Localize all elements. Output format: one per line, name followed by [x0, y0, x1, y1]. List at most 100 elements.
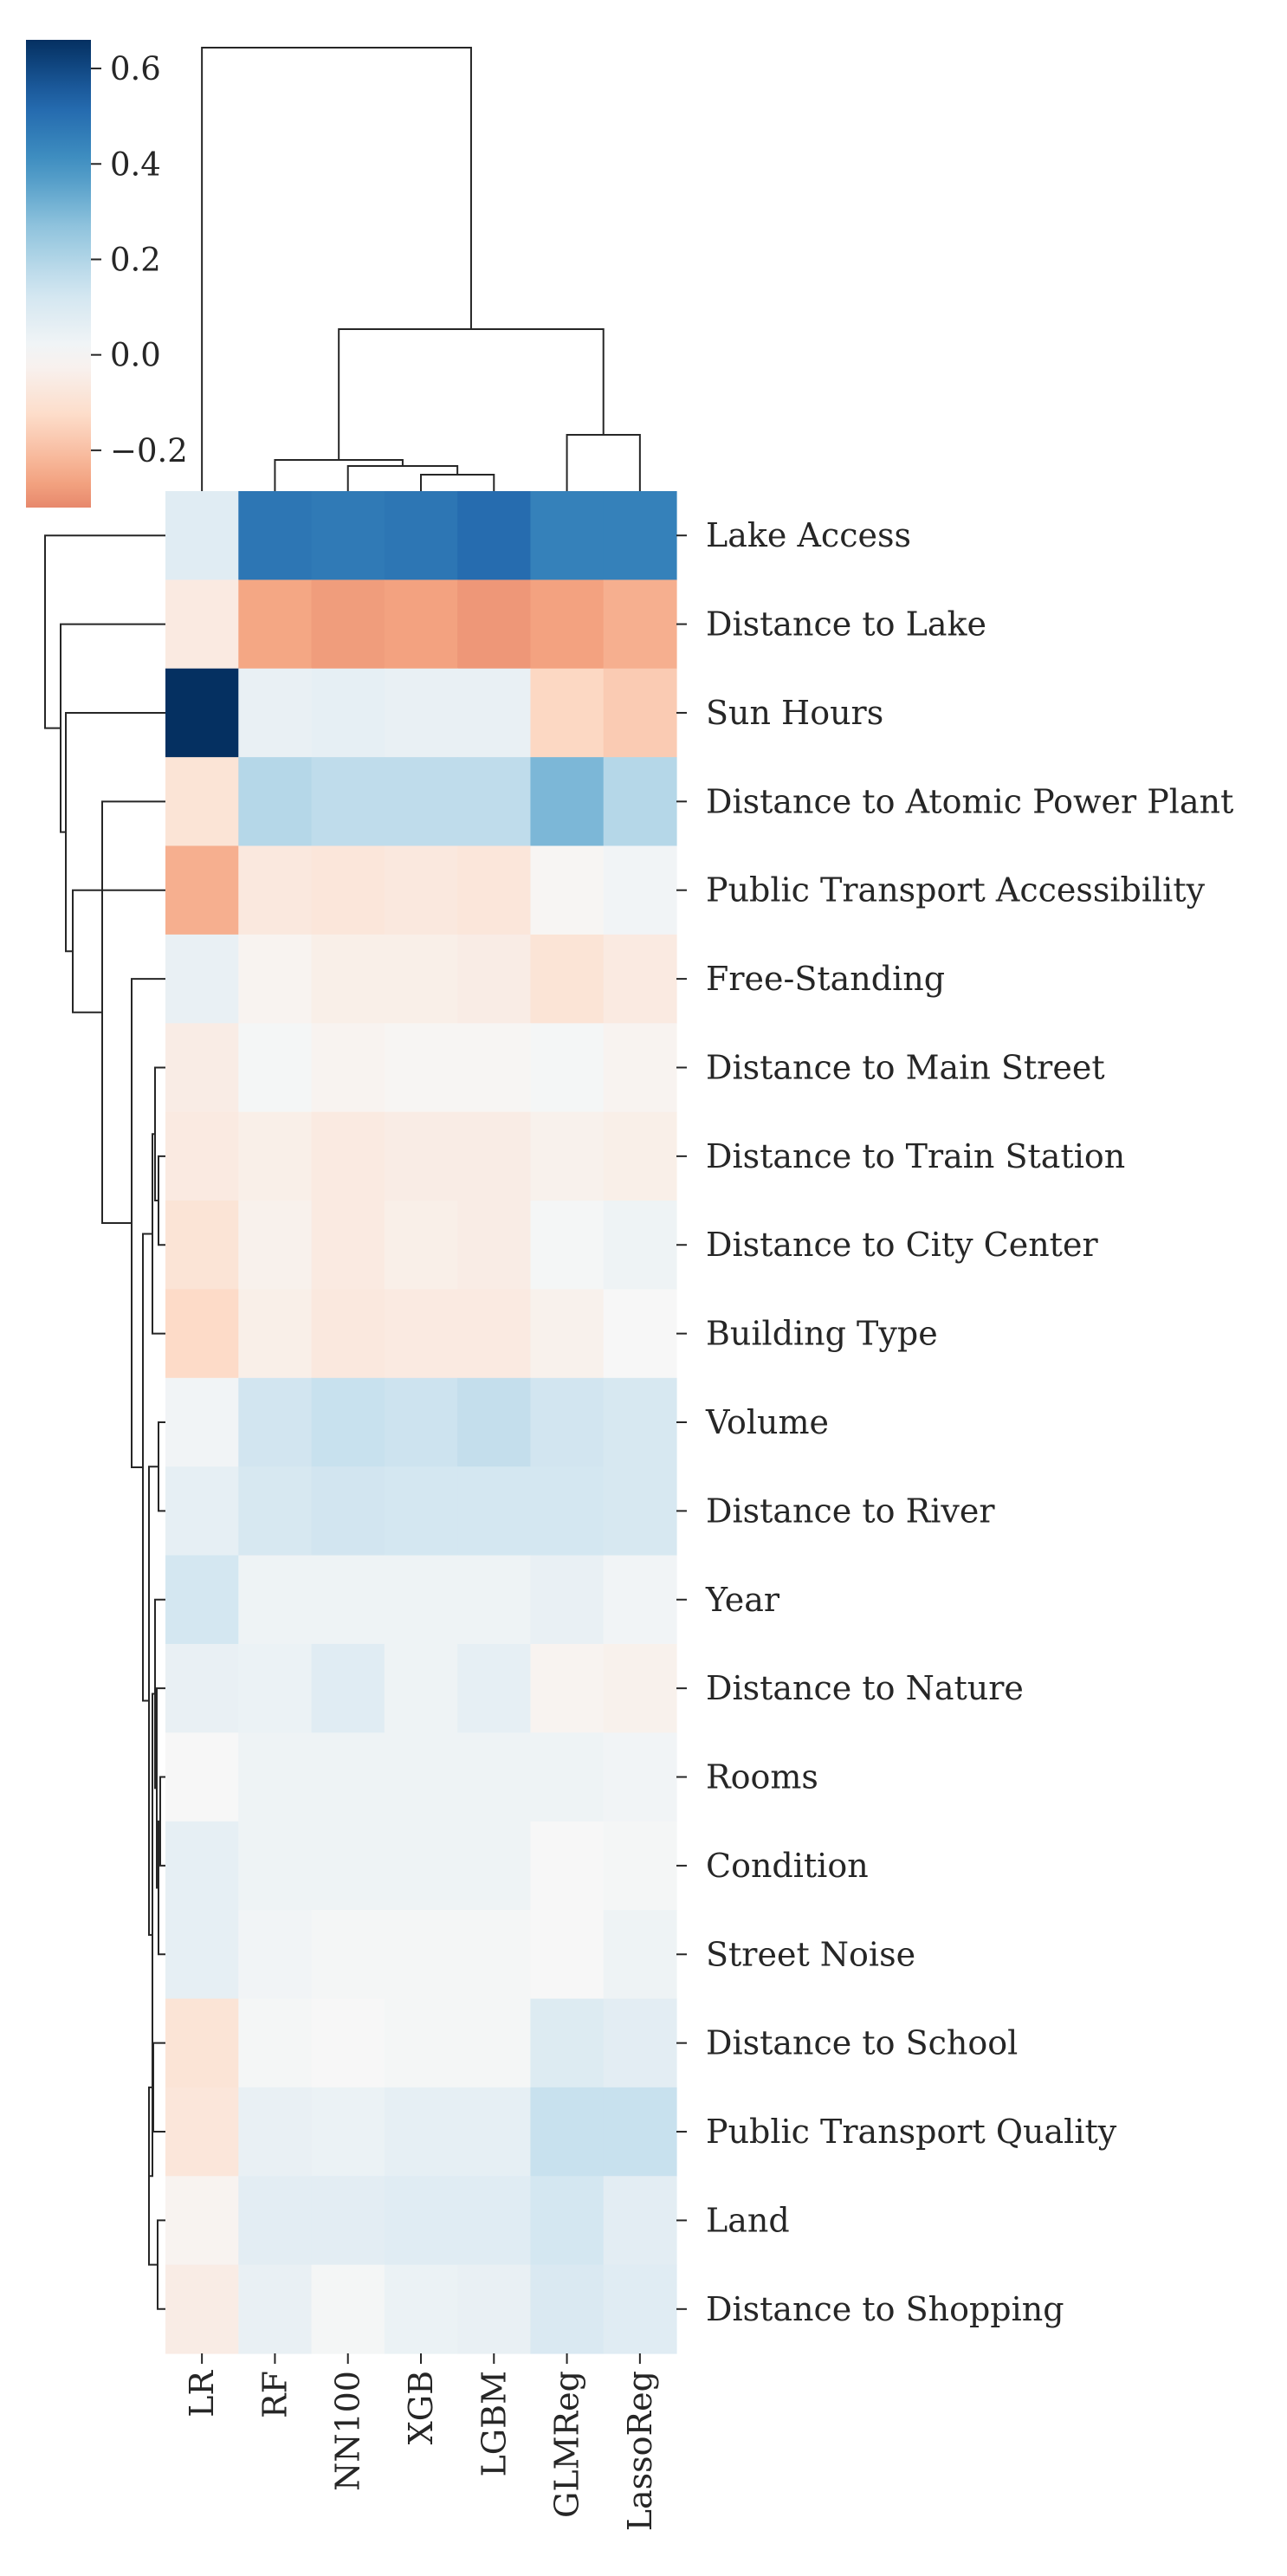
heatmap-cell: [238, 1466, 313, 1557]
row-label: Lake Access: [706, 516, 911, 554]
heatmap-cell: [165, 1023, 239, 1113]
heatmap-cell: [603, 757, 677, 847]
row-label: Volume: [705, 1403, 829, 1441]
heatmap-cell: [457, 1111, 532, 1201]
heatmap-cell: [238, 1821, 313, 1911]
heatmap-cell: [530, 579, 605, 670]
heatmap-cell: [384, 1821, 458, 1911]
heatmap-cell: [457, 1377, 532, 1467]
heatmap-cell: [311, 1643, 385, 1733]
heatmap-cell: [384, 2176, 458, 2266]
colorbar-tick-label: 0.0: [110, 337, 161, 374]
row-label: Distance to Nature: [706, 1669, 1024, 1707]
heatmap-cell: [238, 1023, 313, 1113]
heatmap-cell: [238, 1998, 313, 2088]
heatmap-cell: [603, 1821, 677, 1911]
heatmap-cell: [165, 845, 239, 935]
row-label: Distance to River: [706, 1492, 995, 1530]
heatmap-cell: [311, 1289, 385, 1379]
heatmap-cell: [165, 1466, 239, 1557]
heatmap-cell: [384, 491, 458, 580]
colorbar-tick-label: 0.2: [110, 241, 161, 278]
heatmap-cell: [165, 934, 239, 1024]
heatmap-cell: [457, 1201, 532, 1291]
heatmap-cell: [457, 1998, 532, 2088]
dendrogram-link: [158, 1155, 165, 1246]
heatmap-cell: [530, 934, 605, 1024]
column-label: LassoReg: [621, 2371, 659, 2531]
heatmap-cell: [530, 2176, 605, 2266]
heatmap-cell: [457, 2176, 532, 2266]
heatmap-cell: [165, 1643, 239, 1733]
heatmap-cell: [238, 1555, 313, 1645]
heatmap-cell: [238, 1289, 313, 1379]
column-label: LR: [183, 2370, 221, 2417]
heatmap-cell: [311, 2176, 385, 2266]
heatmap-cell: [311, 934, 385, 1024]
heatmap-cell: [165, 1821, 239, 1911]
heatmap-cell: [603, 1555, 677, 1645]
heatmap-cell: [457, 1643, 532, 1733]
colorbar-tick-label: 0.4: [110, 146, 161, 183]
heatmap-cell: [603, 1289, 677, 1379]
row-label: Distance to Shopping: [706, 2290, 1064, 2328]
heatmap-cell: [530, 1289, 605, 1379]
heatmap-cell: [530, 1111, 605, 1201]
heatmap-cell: [530, 668, 605, 758]
heatmap-cell: [311, 1377, 385, 1467]
heatmap-cell: [603, 1111, 677, 1201]
row-label: Distance to Train Station: [706, 1137, 1125, 1175]
heatmap-cell: [457, 1023, 532, 1113]
heatmap-cell: [238, 2176, 313, 2266]
heatmap-cell: [311, 668, 385, 758]
heatmap-cell: [457, 579, 532, 670]
column-label: LGBM: [475, 2371, 513, 2476]
heatmap-cell: [457, 2087, 532, 2177]
heatmap-cell: [311, 1555, 385, 1645]
heatmap-cell: [457, 1821, 532, 1911]
heatmap-cell: [384, 1910, 458, 2000]
column-label: NN100: [329, 2371, 367, 2491]
heatmap-cell: [530, 1643, 605, 1733]
heatmap-cell: [530, 2087, 605, 2177]
heatmap-cell: [165, 1555, 239, 1645]
heatmap-cell: [530, 1201, 605, 1291]
heatmap-cell: [530, 1910, 605, 2000]
heatmap-cell: [603, 1377, 677, 1467]
heatmap-cell: [311, 2087, 385, 2177]
heatmap-cell: [457, 845, 532, 935]
heatmap-cell: [311, 1910, 385, 2000]
dendrogram-link: [420, 474, 495, 491]
heatmap-cell: [238, 1201, 313, 1291]
heatmap-cell: [165, 579, 239, 670]
heatmap-cell: [165, 2264, 239, 2354]
heatmap-cell: [457, 491, 532, 580]
dendrogram-link: [157, 2219, 165, 2310]
heatmap-cell: [603, 1466, 677, 1557]
heatmap-cell: [384, 1643, 458, 1733]
heatmap-cell: [603, 2176, 677, 2266]
heatmap-cell: [457, 934, 532, 1024]
row-tick-labels: Lake Access Distance to Lake Sun Hours Dist…: [676, 516, 1233, 2328]
heatmap-cell: [165, 2087, 239, 2177]
heatmap-cell: [384, 1466, 458, 1557]
heatmap-cell: [384, 1201, 458, 1291]
row-label: Rooms: [706, 1758, 818, 1796]
heatmap-cell: [603, 2087, 677, 2177]
row-label: Distance to Main Street: [706, 1048, 1105, 1086]
colorbar-tick-label: −0.2: [110, 432, 188, 469]
heatmap-cell: [457, 1732, 532, 1822]
heatmap-cell: [384, 757, 458, 847]
row-dendrogram: [44, 534, 165, 2310]
column-label: GLMReg: [548, 2371, 586, 2518]
heatmap-cell: [603, 1023, 677, 1113]
row-label: Condition: [706, 1847, 869, 1885]
row-label: Year: [705, 1581, 780, 1619]
colorbar: 0.6 0.4 0.2 0.0 −0.2: [26, 40, 188, 508]
heatmap-cell: [457, 1289, 532, 1379]
heatmap-cell: [457, 1555, 532, 1645]
column-label: RF: [255, 2371, 294, 2418]
heatmap-cell: [165, 1111, 239, 1201]
row-label: Distance to Lake: [706, 605, 986, 644]
